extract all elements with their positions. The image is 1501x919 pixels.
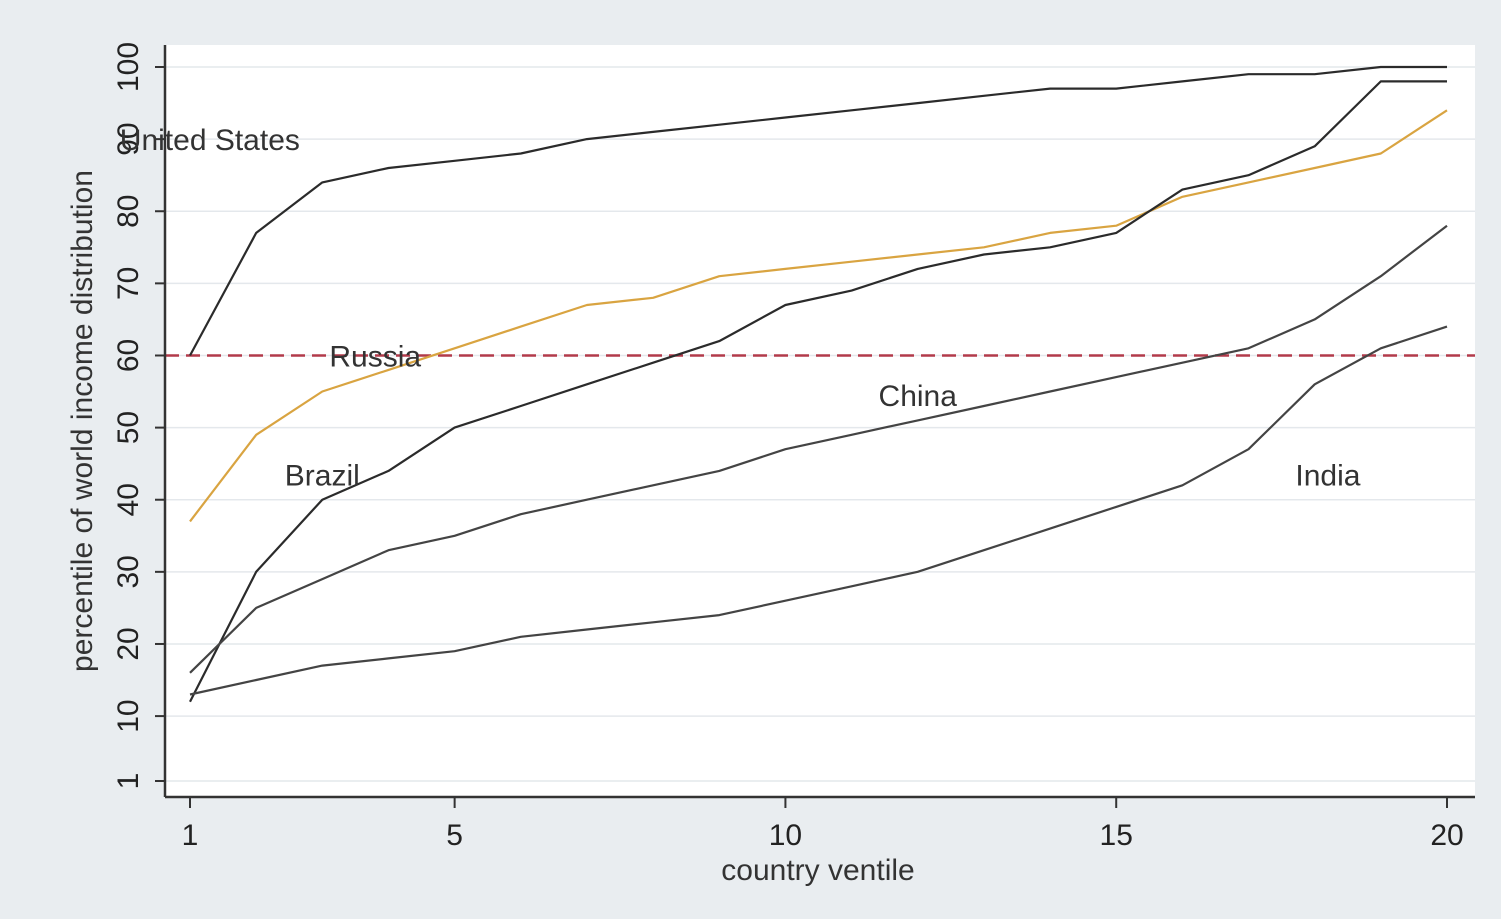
series-lines	[189, 65, 1448, 703]
y-tick-label: 40	[112, 483, 145, 516]
x-tick-label: 1	[182, 819, 199, 852]
united-states-line	[189, 65, 1447, 357]
y-ticks: 1 10 20 30 40 50 60 70 80 90 100	[112, 42, 165, 789]
united-states-label: United States	[120, 124, 300, 157]
x-tick-label: 10	[769, 819, 802, 852]
russia-label: Russia	[329, 340, 421, 373]
china-label: China	[879, 380, 958, 413]
china-line	[189, 224, 1448, 674]
y-tick-label: 70	[112, 267, 145, 300]
brazil-label: Brazil	[285, 459, 360, 492]
x-tick-label: 5	[446, 819, 463, 852]
india-line	[189, 325, 1448, 696]
y-tick-label: 100	[112, 42, 145, 92]
y-tick-label: 20	[112, 627, 145, 660]
india-label: India	[1295, 459, 1360, 492]
plot-area	[165, 45, 1475, 797]
y-axis-label: percentile of world income distribution	[66, 170, 99, 672]
y-tick-label: 60	[112, 339, 145, 372]
x-axis-label: country ventile	[721, 854, 914, 887]
series-labels: United States Russia Brazil China India	[120, 124, 1361, 492]
y-tick-label: 90	[112, 122, 145, 155]
x-tick-label: 15	[1100, 819, 1133, 852]
y-tick-label: 30	[112, 555, 145, 588]
y-tick-label: 1	[112, 773, 145, 790]
russia-line	[189, 109, 1448, 523]
brazil-line	[189, 80, 1447, 703]
y-tick-label: 80	[112, 195, 145, 228]
x-ticks: 1 5 10 15 20	[182, 797, 1464, 852]
x-tick-label: 20	[1430, 819, 1463, 852]
y-tick-label: 50	[112, 411, 145, 444]
y-tick-label: 10	[112, 699, 145, 732]
